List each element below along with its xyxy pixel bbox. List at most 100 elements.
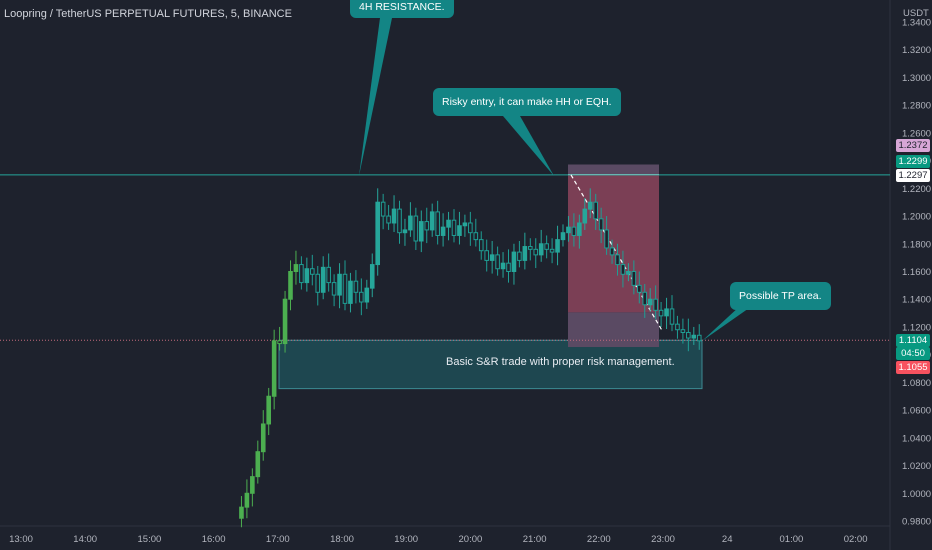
candle-body — [500, 262, 506, 270]
candle-body — [696, 334, 702, 342]
resistance-price-tag: 1.2297 — [896, 169, 930, 182]
candle-body — [413, 215, 419, 242]
candle-body — [457, 225, 462, 236]
candle-body — [528, 246, 533, 250]
candle-body — [315, 273, 321, 293]
candle-body — [419, 221, 424, 242]
candle-body — [615, 254, 620, 266]
candle-body — [288, 271, 293, 300]
candle-body — [468, 222, 473, 234]
candle-body — [375, 201, 380, 266]
time-tick-label: 23:00 — [651, 534, 675, 545]
price-tick-label: 1.1200 — [902, 322, 931, 333]
candle-body — [642, 291, 648, 306]
tp-callout[interactable]: Possible TP area. — [730, 282, 831, 310]
price-tick-label: 1.0600 — [902, 406, 931, 417]
candle-body — [310, 268, 315, 275]
candle-body — [489, 254, 495, 261]
time-tick-label: 15:00 — [138, 534, 162, 545]
candle-body — [244, 492, 250, 508]
candle-body — [380, 201, 386, 217]
time-tick-label: 19:00 — [394, 534, 418, 545]
price-tick-label: 1.1600 — [902, 267, 931, 278]
candle-body — [653, 298, 658, 311]
candle-body — [304, 268, 310, 284]
candle-body — [571, 226, 577, 236]
price-tick-label: 1.0000 — [902, 489, 931, 500]
candle-body — [348, 280, 353, 304]
tp-callout-pointer — [702, 306, 752, 341]
candle-body — [260, 423, 266, 453]
candle-body — [680, 329, 686, 333]
candle-body — [549, 248, 555, 253]
short-target-price-tag: 1.1055 — [896, 361, 930, 374]
price-tick-label: 1.0200 — [902, 461, 931, 472]
price-tick-label: 1.2800 — [902, 101, 931, 112]
candle-body — [424, 221, 430, 231]
candle-body — [271, 340, 277, 397]
risky-entry-callout[interactable]: Risky entry, it can make HH or EQH. — [433, 88, 621, 116]
price-tick-label: 1.3200 — [902, 45, 931, 56]
candle-body — [331, 282, 337, 296]
candle-body — [408, 215, 413, 231]
candle-body — [337, 273, 342, 296]
price-tick-label: 1.3400 — [902, 18, 931, 29]
candle-body — [440, 226, 446, 236]
candle-body — [277, 340, 282, 345]
candle-body — [686, 331, 691, 339]
candle-body — [506, 262, 511, 272]
support-zone — [278, 339, 703, 390]
candle-body — [342, 273, 348, 304]
countdown-tag: 04:50 — [896, 347, 930, 360]
time-tick-label: 16:00 — [202, 534, 226, 545]
price-tick-label: 1.1800 — [902, 239, 931, 250]
candle-body — [282, 298, 288, 345]
time-tick-label: 20:00 — [459, 534, 483, 545]
candle-body — [620, 264, 626, 275]
short-risk-zone — [568, 174, 659, 313]
candle-body — [517, 251, 522, 261]
short-target-zone — [568, 312, 659, 348]
price-tick-label: 1.0800 — [902, 378, 931, 389]
price-axis-unit: USDT — [903, 8, 929, 19]
price-tick-label: 1.2000 — [902, 212, 931, 223]
candle-body — [250, 476, 255, 494]
candle-body — [593, 201, 599, 220]
candle-body — [647, 298, 653, 306]
candle-body — [451, 219, 457, 236]
candle-body — [604, 229, 609, 249]
candle-body — [582, 208, 588, 224]
candle-body — [299, 264, 304, 284]
candle-body — [239, 506, 244, 519]
candle-body — [675, 323, 680, 331]
resistance-callout[interactable]: 4H RESISTANCE. — [350, 0, 454, 18]
price-tick-label: 0.9800 — [902, 517, 931, 528]
price-tick-label: 1.2600 — [902, 128, 931, 139]
candle-body — [364, 287, 370, 303]
candle-body — [255, 451, 261, 478]
candle-body — [473, 232, 479, 241]
candle-body — [326, 266, 331, 284]
candle-body — [538, 243, 544, 256]
candle-body — [511, 251, 517, 273]
candle-body — [544, 243, 549, 250]
time-tick-label: 02:00 — [844, 534, 868, 545]
candle-body — [386, 215, 391, 224]
time-tick-label: 21:00 — [523, 534, 547, 545]
candle-body — [478, 239, 484, 252]
candle-body — [484, 250, 489, 261]
candle-body — [293, 264, 299, 273]
candle-body — [577, 222, 582, 236]
last-price-tag: 1.1104 — [896, 334, 930, 347]
time-tick-label: 22:00 — [587, 534, 611, 545]
time-tick-label: 13:00 — [9, 534, 33, 545]
candle-body — [587, 201, 593, 210]
candle-body — [369, 264, 375, 289]
candle-body — [609, 247, 615, 256]
candle-body — [429, 211, 435, 231]
candle-body — [435, 211, 440, 236]
candle-body — [631, 271, 637, 286]
price-tick-label: 1.3000 — [902, 73, 931, 84]
